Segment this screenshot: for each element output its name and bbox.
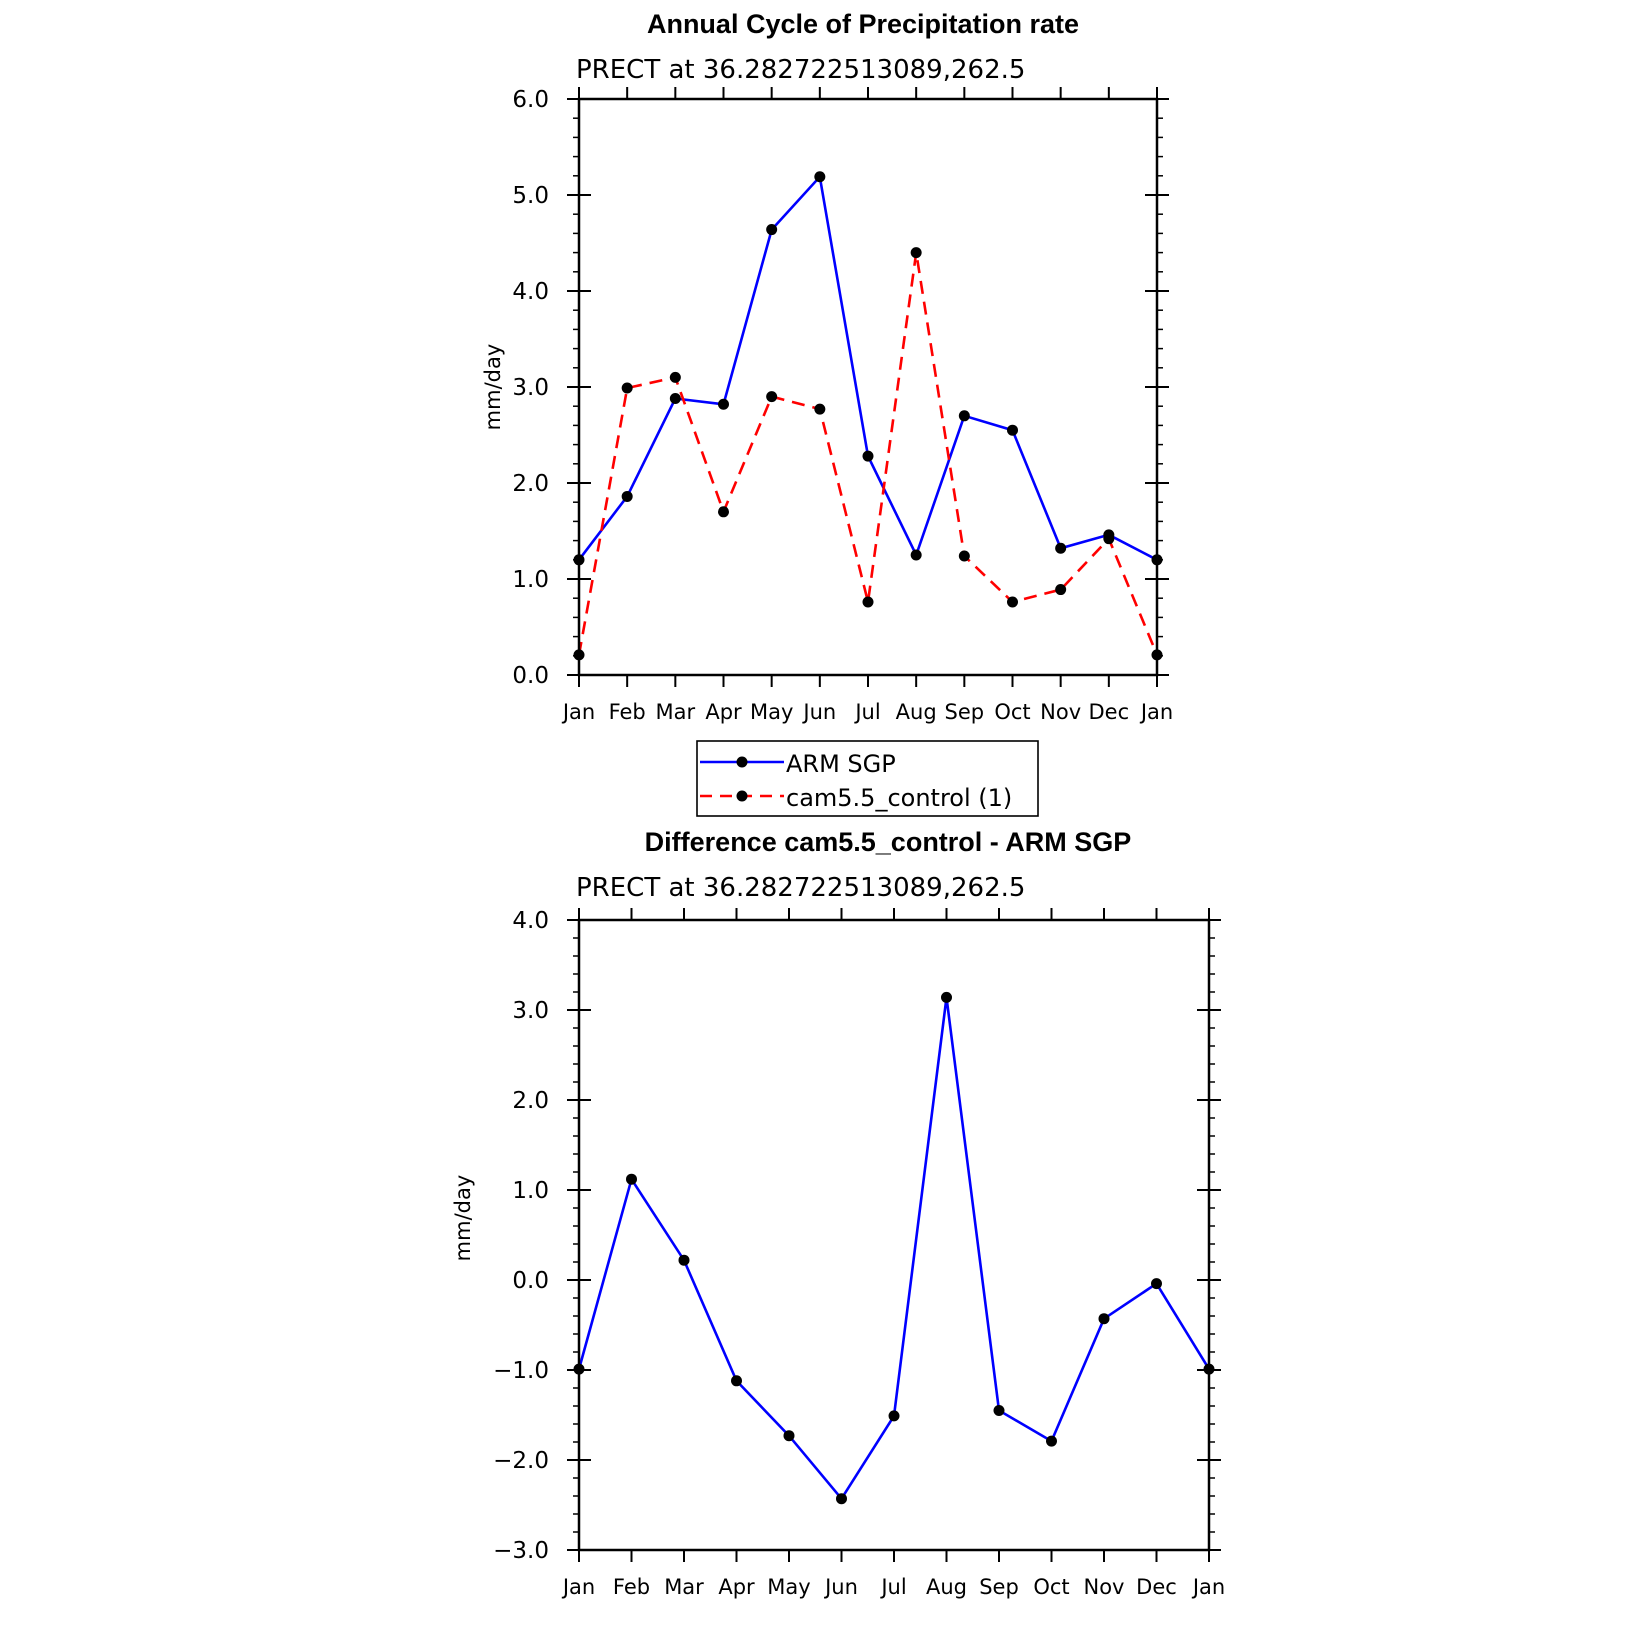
- x-tick-label: May: [750, 700, 793, 724]
- x-tick-label: Dec: [1136, 1575, 1177, 1599]
- bottom-series-layer: [573, 991, 1215, 1505]
- y-axis-label: mm/day: [451, 1175, 475, 1262]
- data-point: [1046, 1435, 1057, 1447]
- data-point: [910, 247, 922, 259]
- data-point: [626, 1173, 637, 1185]
- x-tick-label: Mar: [656, 700, 696, 724]
- data-point: [814, 171, 826, 183]
- data-point: [1151, 1278, 1162, 1290]
- x-tick-label: Nov: [1040, 700, 1081, 724]
- y-tick-label: 2.0: [512, 1088, 549, 1114]
- legend-label-cam5-5-control: cam5.5_control (1): [786, 784, 1012, 812]
- top-series-layer: [573, 171, 1163, 661]
- data-point: [731, 1375, 742, 1387]
- y-tick-label: 1.0: [512, 1178, 549, 1204]
- x-tick-label: Apr: [718, 1575, 755, 1599]
- data-point: [669, 393, 681, 405]
- x-tick-label: Jan: [1191, 1575, 1225, 1599]
- chart-title: Difference cam5.5_control - ARM SGP: [645, 827, 1132, 857]
- data-point: [718, 398, 729, 410]
- x-tick-label: Dec: [1089, 700, 1130, 724]
- data-point: [1103, 533, 1115, 545]
- x-tick-label: Mar: [664, 1575, 704, 1599]
- legend-marker-cam5-5-control: [736, 790, 748, 802]
- difference-chart: Difference cam5.5_control - ARM SGP PREC…: [451, 827, 1225, 1599]
- x-tick-label: Oct: [1033, 1575, 1069, 1599]
- x-tick-label: Feb: [609, 700, 646, 724]
- legend: ARM SGP cam5.5_control (1): [696, 740, 1039, 817]
- x-tick-label: Jan: [1139, 700, 1173, 724]
- data-point: [910, 549, 922, 561]
- data-point: [1098, 1313, 1110, 1325]
- x-tick-label: Sep: [979, 1575, 1019, 1599]
- y-tick-label: 4.0: [512, 908, 549, 934]
- x-tick-label: Jan: [561, 1575, 595, 1599]
- x-tick-label: Aug: [926, 1575, 967, 1599]
- data-point: [836, 1493, 847, 1505]
- data-point: [669, 371, 681, 383]
- data-point: [958, 410, 970, 422]
- y-axis-label: mm/day: [481, 344, 505, 431]
- x-tick-label: Feb: [613, 1575, 650, 1599]
- data-point: [941, 991, 952, 1003]
- y-tick-label: 3.0: [512, 375, 549, 401]
- data-point: [718, 506, 729, 518]
- y-tick-label: 6.0: [512, 87, 549, 113]
- annual-cycle-chart: Annual Cycle of Precipitation rate PRECT…: [481, 9, 1173, 724]
- bottom-plot-frame: [577, 918, 1211, 1552]
- chart-subtitle: PRECT at 36.282722513089,262.5: [576, 55, 1025, 85]
- data-point: [766, 391, 778, 403]
- x-tick-label: Jun: [801, 700, 836, 724]
- x-tick-label: Jun: [823, 1575, 858, 1599]
- data-point: [862, 596, 874, 608]
- y-tick-label: 4.0: [512, 279, 549, 305]
- top-plot-frame: [577, 97, 1159, 677]
- x-tick-label: Jan: [561, 700, 595, 724]
- data-point: [621, 490, 633, 502]
- chart-subtitle: PRECT at 36.282722513089,262.5: [576, 873, 1025, 903]
- data-point: [814, 403, 826, 415]
- data-point: [678, 1254, 690, 1266]
- x-tick-label: Nov: [1084, 1575, 1125, 1599]
- x-tick-label: Oct: [994, 700, 1030, 724]
- data-point: [958, 550, 970, 562]
- x-tick-label: Aug: [896, 700, 937, 724]
- data-point: [783, 1430, 795, 1442]
- y-tick-label: 3.0: [512, 998, 549, 1024]
- data-point: [1007, 596, 1018, 608]
- bottom-tick-layer: Jan Feb Mar Apr May Jun Jul Aug Sep Oct Nov Dec Jan−…: [493, 908, 1225, 1599]
- data-point: [621, 382, 633, 394]
- y-tick-label: 1.0: [512, 567, 549, 593]
- data-point: [1055, 542, 1067, 554]
- y-tick-label: 5.0: [512, 183, 549, 209]
- legend-box: [696, 740, 1039, 817]
- data-point: [993, 1405, 1005, 1416]
- data-point: [1007, 424, 1018, 436]
- x-tick-label: Apr: [705, 700, 742, 724]
- data-point: [766, 224, 778, 236]
- y-tick-label: 2.0: [512, 471, 549, 497]
- x-tick-label: Jul: [853, 700, 880, 724]
- y-tick-label: 0.0: [512, 663, 549, 689]
- y-tick-label: 0.0: [512, 1268, 549, 1294]
- legend-label-arm-sgp: ARM SGP: [786, 750, 896, 778]
- data-point: [1055, 584, 1067, 596]
- x-tick-label: Sep: [945, 700, 985, 724]
- y-tick-label: −2.0: [493, 1448, 549, 1474]
- x-tick-label: May: [767, 1575, 810, 1599]
- x-tick-label: Jul: [879, 1575, 906, 1599]
- data-point: [862, 450, 874, 462]
- legend-marker-arm-sgp: [736, 756, 748, 768]
- data-point: [888, 1410, 900, 1422]
- chart-title: Annual Cycle of Precipitation rate: [647, 9, 1079, 39]
- y-tick-label: −1.0: [493, 1358, 549, 1384]
- y-tick-label: −3.0: [493, 1538, 549, 1564]
- top-tick-layer: Jan Feb Mar Apr May Jun Jul Aug Sep Oct Nov Dec Jan 0…: [512, 87, 1173, 724]
